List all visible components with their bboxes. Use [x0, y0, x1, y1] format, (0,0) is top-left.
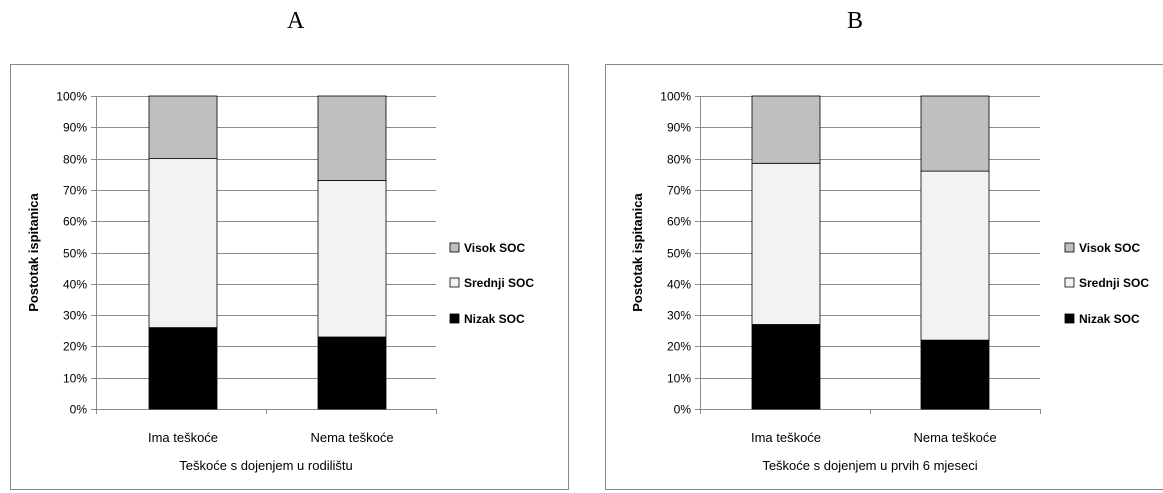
legend-label: Nizak SOC — [464, 312, 525, 326]
bar-segment-nizak-soc — [751, 324, 821, 410]
y-tick-label: 100% — [56, 90, 87, 104]
bar-segment-srednji-soc — [920, 170, 990, 341]
bar-segment-srednji-soc — [148, 158, 218, 329]
chart-a: 0% 10% 20% 30% 40% 50% 60% 70% 80% 90% 100% Ima teš… — [10, 64, 569, 490]
panel-letter-a: A — [287, 8, 305, 34]
y-tick-label: 60% — [667, 215, 691, 229]
y-tick-label: 50% — [63, 247, 87, 261]
legend-label: Nizak SOC — [1079, 312, 1140, 326]
bar-segment-srednji-soc — [751, 162, 821, 325]
y-tick-label: 90% — [667, 121, 691, 135]
chart-frame — [605, 64, 1163, 490]
x-axis-title: Teškoće s dojenjem u prvih 6 mjeseci — [762, 458, 977, 473]
legend-swatch — [449, 313, 460, 324]
category-label: Ima teškoće — [148, 430, 218, 445]
y-tick-label: 30% — [667, 309, 691, 323]
legend-label: Srednji SOC — [1079, 276, 1149, 290]
y-tick-label: 20% — [63, 340, 87, 354]
bar-segment-nizak-soc — [148, 327, 218, 410]
y-tick-label: 70% — [667, 184, 691, 198]
bar-segment-srednji-soc — [317, 180, 387, 338]
x-axis-title: Teškoće s dojenjem u rodilištu — [179, 458, 352, 473]
y-tick-label: 40% — [63, 278, 87, 292]
bar-segment-nizak-soc — [920, 339, 990, 410]
chart-frame — [10, 64, 569, 490]
y-tick-label: 80% — [63, 153, 87, 167]
y-tick-label: 50% — [667, 247, 691, 261]
y-tick-label: 20% — [667, 340, 691, 354]
category-label: Ima teškoće — [751, 430, 821, 445]
bar-segment-visok-soc — [317, 95, 387, 181]
legend-label: Srednji SOC — [464, 276, 534, 290]
y-tick-label: 100% — [660, 90, 691, 104]
legend-swatch — [449, 277, 460, 288]
bar-segment-visok-soc — [148, 95, 218, 159]
y-tick-label: 80% — [667, 153, 691, 167]
y-tick-label: 70% — [63, 184, 87, 198]
y-tick-label: 0% — [674, 403, 692, 417]
legend-swatch — [449, 242, 460, 253]
y-tick-label: 0% — [70, 403, 88, 417]
bar-segment-visok-soc — [751, 95, 821, 164]
y-axis-title: Postotak ispitanica — [26, 192, 41, 311]
legend-swatch — [1064, 242, 1075, 253]
legend-label: Visok SOC — [1079, 241, 1140, 255]
y-tick-label: 10% — [667, 372, 691, 386]
y-tick-label: 30% — [63, 309, 87, 323]
y-axis-title: Postotak ispitanica — [630, 192, 645, 311]
y-tick-label: 10% — [63, 372, 87, 386]
chart-b: 0% 10% 20% 30% 40% 50% 60% 70% 80% 90% 100% Ima teš… — [605, 64, 1163, 490]
y-tick-label: 40% — [667, 278, 691, 292]
category-label: Nema teškoće — [310, 430, 393, 445]
panel-letter-b: B — [847, 8, 864, 34]
legend-swatch — [1064, 313, 1075, 324]
bar-segment-visok-soc — [920, 95, 990, 172]
legend-swatch — [1064, 277, 1075, 288]
legend-label: Visok SOC — [464, 241, 525, 255]
y-tick-label: 90% — [63, 121, 87, 135]
y-tick-label: 60% — [63, 215, 87, 229]
category-label: Nema teškoće — [913, 430, 996, 445]
bar-segment-nizak-soc — [317, 336, 387, 410]
